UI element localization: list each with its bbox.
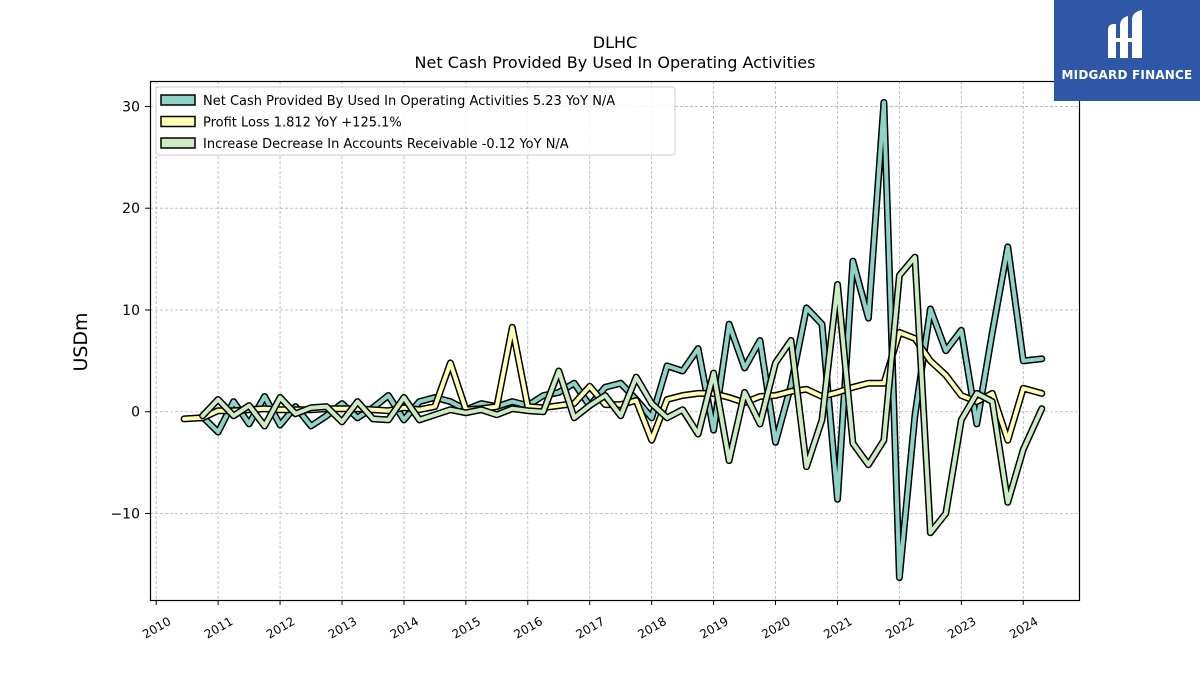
legend-label: Increase Decrease In Accounts Receivable…: [203, 137, 569, 152]
series-layer: [180, 98, 1046, 582]
x-tick-label: 2013: [326, 614, 359, 641]
brand-mark-icon: [1108, 10, 1142, 58]
legend-label: Profit Loss 1.812 YoY +125.1%: [203, 116, 402, 131]
x-tick-label: 2018: [635, 614, 668, 641]
legend-frame: [155, 86, 676, 156]
x-tick-label: 2021: [821, 614, 854, 641]
x-axis: 2010 2011 2012 2013 2014 2015 2016 2017 2018 2019…: [140, 600, 1040, 642]
x-tick-label: 2017: [573, 614, 606, 641]
x-tick-label: 2014: [388, 614, 421, 641]
x-tick-label: 2011: [202, 614, 235, 641]
legend-swatch: [160, 115, 196, 128]
x-tick-label: 2019: [697, 614, 730, 641]
x-tick-label: 2015: [450, 614, 483, 641]
chart-subtitle: Net Cash Provided By Used In Operating A…: [415, 53, 816, 72]
x-tick-label: 2024: [1007, 614, 1040, 641]
x-tick-label: 2012: [264, 614, 297, 641]
plot-frame: [149, 80, 1081, 602]
x-tick-label: 2016: [512, 614, 545, 641]
legend-label: Net Cash Provided By Used In Operating A…: [203, 94, 615, 109]
brand-name: MIDGARD FINANCE: [1061, 68, 1193, 82]
y-tick-label: 30: [122, 99, 140, 115]
x-tick-label: 2020: [759, 614, 792, 641]
legend-swatch: [160, 137, 196, 149]
x-tick-label: 2010: [140, 614, 173, 641]
legend: Net Cash Provided By Used In Operating A…: [155, 86, 676, 156]
x-tick-label: 2023: [945, 614, 978, 641]
series-line-1: [200, 100, 1044, 580]
x-tick-label: 2022: [883, 614, 916, 641]
y-tick-label: 10: [122, 303, 140, 319]
y-tick-label: −10: [110, 507, 140, 523]
legend-swatch: [160, 94, 196, 106]
brand-logo: MIDGARD FINANCE: [1054, 0, 1200, 101]
y-tick-label: 20: [122, 201, 140, 217]
y-axis-label: USDm: [70, 312, 92, 371]
series-line-3: [200, 255, 1044, 535]
y-tick-label: 0: [131, 405, 140, 421]
chart-title: DLHC: [593, 33, 637, 52]
y-axis: −10 0 10 20 30: [110, 99, 150, 523]
